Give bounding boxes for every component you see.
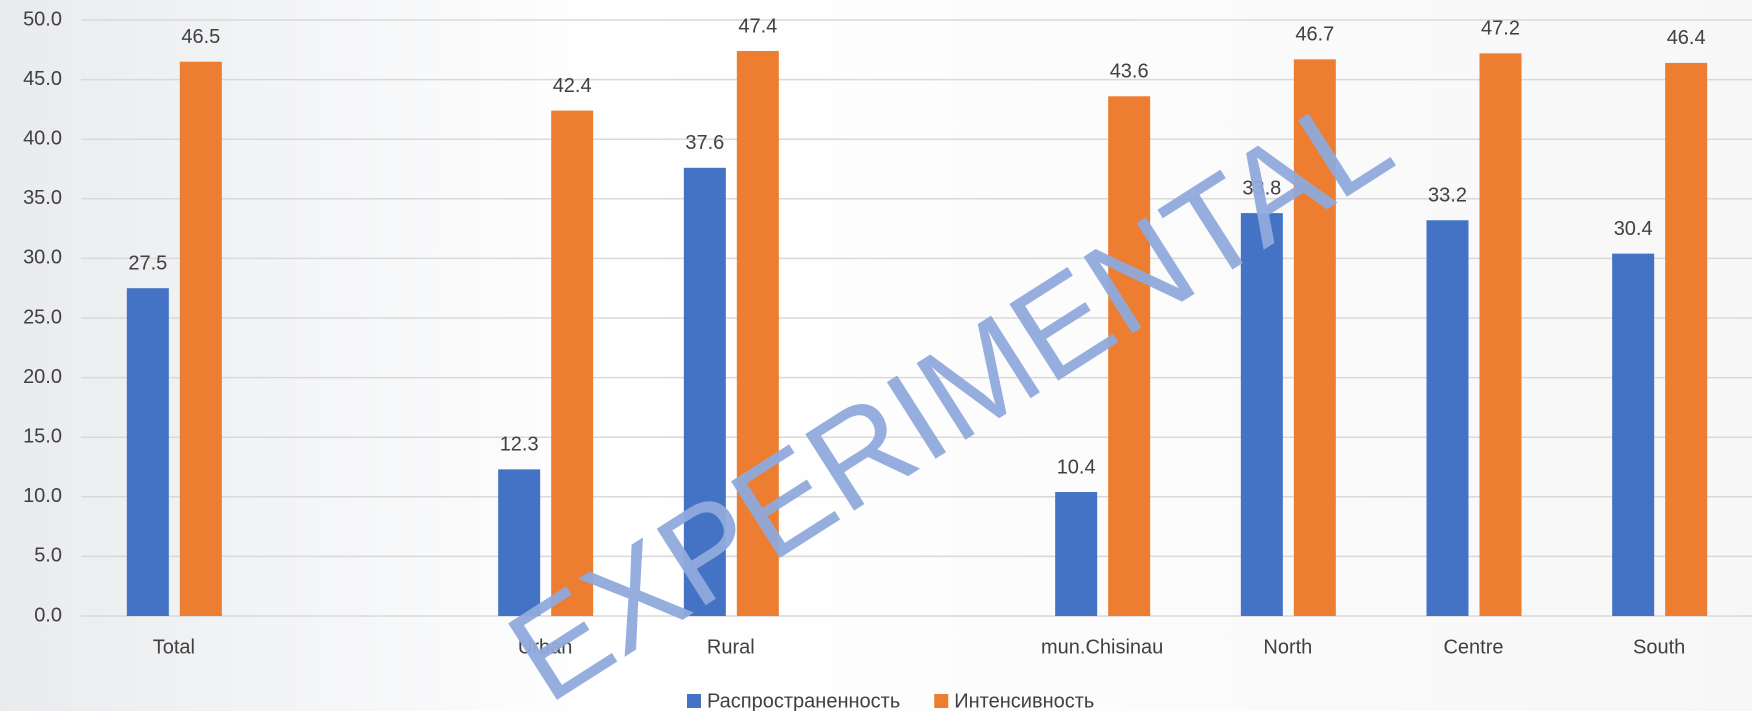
legend-label: Интенсивность xyxy=(954,690,1094,711)
bar xyxy=(1665,62,1708,617)
data-label: 27.5 xyxy=(128,252,167,274)
data-label: 10.4 xyxy=(1057,456,1096,478)
data-label: 12.3 xyxy=(500,434,539,456)
y-tick-label: 45.0 xyxy=(23,68,62,90)
bar xyxy=(1293,59,1336,616)
bar xyxy=(551,110,594,616)
legend-label: Распространенность xyxy=(707,690,900,711)
data-label: 37.6 xyxy=(685,132,724,154)
data-label: 46.4 xyxy=(1667,27,1706,49)
x-tick-label: Urban xyxy=(518,636,572,658)
x-tick-label: Centre xyxy=(1443,636,1503,658)
data-label: 47.2 xyxy=(1481,18,1520,40)
x-tick-label: Rural xyxy=(707,636,755,658)
x-tick-label: North xyxy=(1263,636,1312,658)
bar xyxy=(126,288,169,616)
legend-swatch xyxy=(934,694,949,708)
bar xyxy=(683,167,726,617)
data-label: 42.4 xyxy=(553,75,592,97)
bar xyxy=(736,50,779,616)
bar xyxy=(1108,96,1151,616)
y-tick-label: 10.0 xyxy=(23,485,62,507)
data-label: 43.6 xyxy=(1110,61,1149,83)
x-tick-label: Total xyxy=(153,636,195,658)
bar xyxy=(1612,253,1655,616)
y-tick-label: 25.0 xyxy=(23,306,62,328)
data-label: 33.8 xyxy=(1242,177,1281,199)
y-tick-label: 15.0 xyxy=(23,425,62,447)
y-tick-label: 30.0 xyxy=(23,247,62,269)
data-label: 33.2 xyxy=(1428,185,1467,207)
bar xyxy=(179,61,222,617)
x-tick-label: South xyxy=(1633,636,1685,658)
bar xyxy=(1479,53,1522,617)
y-tick-label: 50.0 xyxy=(23,8,62,30)
y-tick-label: 5.0 xyxy=(34,545,62,567)
data-label: 46.7 xyxy=(1295,24,1334,46)
bar xyxy=(1055,492,1098,616)
bar xyxy=(1426,220,1469,617)
legend-swatch xyxy=(687,694,701,708)
data-label: 47.4 xyxy=(738,15,777,37)
data-label: 30.4 xyxy=(1614,218,1653,240)
y-tick-label: 0.0 xyxy=(34,604,62,626)
y-tick-label: 20.0 xyxy=(23,366,62,388)
x-tick-label: mun.Chisinau xyxy=(1041,636,1163,658)
y-tick-label: 40.0 xyxy=(23,127,62,149)
data-label: 46.5 xyxy=(181,26,220,48)
bar xyxy=(1240,213,1283,616)
bar xyxy=(498,469,541,616)
y-tick-label: 35.0 xyxy=(23,187,62,209)
